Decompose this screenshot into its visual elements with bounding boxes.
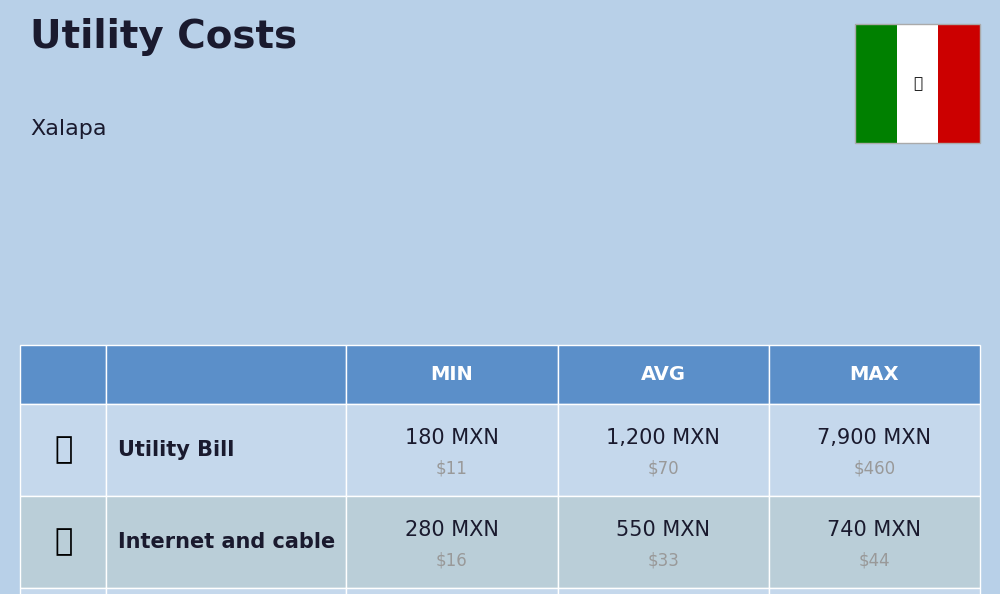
Text: Internet and cable: Internet and cable xyxy=(118,532,336,552)
Text: AVG: AVG xyxy=(641,365,686,384)
Text: 1,200 MXN: 1,200 MXN xyxy=(606,428,720,448)
Bar xyxy=(106,345,346,404)
Text: 740 MXN: 740 MXN xyxy=(827,520,921,540)
Text: MIN: MIN xyxy=(431,365,473,384)
Text: 180 MXN: 180 MXN xyxy=(405,428,499,448)
Bar xyxy=(769,404,980,496)
Text: MAX: MAX xyxy=(850,365,899,384)
Bar xyxy=(20,496,106,588)
Text: Xalapa: Xalapa xyxy=(30,119,106,139)
Bar xyxy=(558,404,769,496)
Text: 🔌: 🔌 xyxy=(54,435,72,465)
Text: 550 MXN: 550 MXN xyxy=(616,520,710,540)
Bar xyxy=(346,588,558,594)
Bar xyxy=(346,496,558,588)
Text: $16: $16 xyxy=(436,551,468,570)
Bar xyxy=(106,496,346,588)
Bar xyxy=(20,404,106,496)
Text: Utility Bill: Utility Bill xyxy=(118,440,235,460)
Bar xyxy=(20,345,106,404)
Bar xyxy=(769,588,980,594)
Text: 🦅: 🦅 xyxy=(913,75,922,91)
Bar xyxy=(558,588,769,594)
Bar xyxy=(106,588,346,594)
Bar xyxy=(938,24,980,143)
Text: $33: $33 xyxy=(647,551,679,570)
Text: $11: $11 xyxy=(436,459,468,478)
Bar xyxy=(769,345,980,404)
Bar xyxy=(855,24,980,143)
Text: 📶: 📶 xyxy=(54,527,72,557)
Text: $44: $44 xyxy=(859,551,890,570)
Bar xyxy=(769,496,980,588)
Bar xyxy=(346,404,558,496)
Bar xyxy=(558,345,769,404)
Bar xyxy=(346,345,558,404)
Text: $460: $460 xyxy=(853,459,895,478)
Bar xyxy=(20,588,106,594)
Bar xyxy=(855,24,897,143)
Text: 280 MXN: 280 MXN xyxy=(405,520,499,540)
Bar xyxy=(897,24,938,143)
Bar xyxy=(106,404,346,496)
Text: $70: $70 xyxy=(647,459,679,478)
Text: Utility Costs: Utility Costs xyxy=(30,18,297,56)
Text: 7,900 MXN: 7,900 MXN xyxy=(817,428,931,448)
Bar xyxy=(558,496,769,588)
